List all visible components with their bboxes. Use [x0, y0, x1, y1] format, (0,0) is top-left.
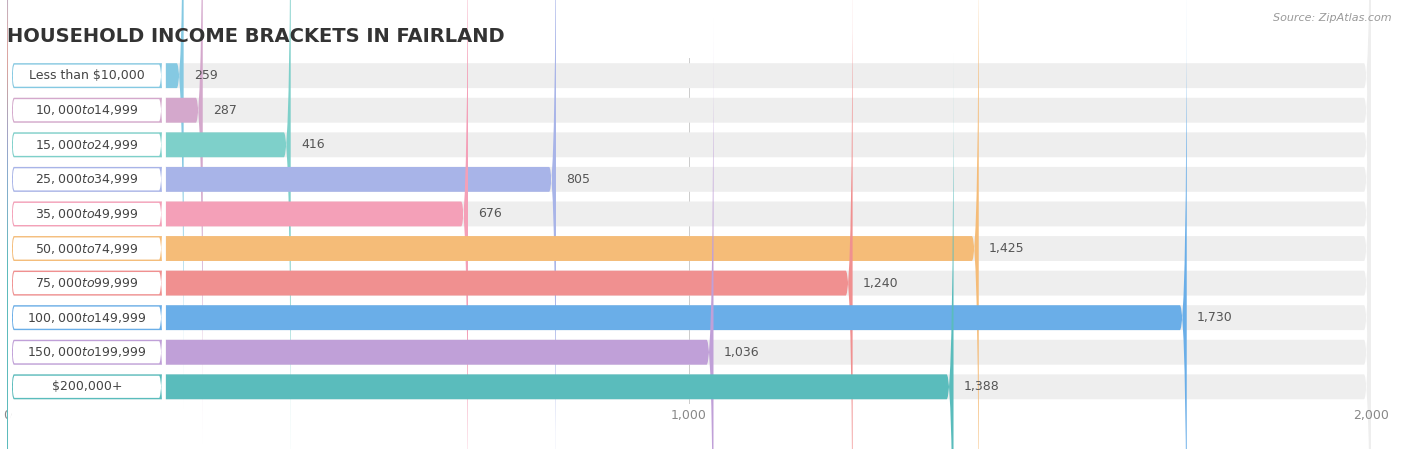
FancyBboxPatch shape	[8, 87, 166, 449]
Text: $75,000 to $99,999: $75,000 to $99,999	[35, 276, 139, 290]
FancyBboxPatch shape	[7, 19, 713, 449]
Text: Source: ZipAtlas.com: Source: ZipAtlas.com	[1274, 13, 1392, 23]
FancyBboxPatch shape	[7, 0, 184, 409]
FancyBboxPatch shape	[7, 0, 468, 449]
Text: 1,730: 1,730	[1197, 311, 1233, 324]
Text: $50,000 to $74,999: $50,000 to $74,999	[35, 242, 139, 255]
FancyBboxPatch shape	[7, 0, 1371, 449]
FancyBboxPatch shape	[8, 0, 166, 449]
FancyBboxPatch shape	[7, 0, 1371, 449]
FancyBboxPatch shape	[7, 0, 1371, 444]
FancyBboxPatch shape	[7, 19, 1371, 449]
FancyBboxPatch shape	[8, 0, 166, 445]
Text: 676: 676	[478, 207, 502, 220]
FancyBboxPatch shape	[7, 53, 953, 449]
FancyBboxPatch shape	[7, 0, 1371, 449]
Text: 1,425: 1,425	[988, 242, 1025, 255]
Text: $100,000 to $149,999: $100,000 to $149,999	[27, 311, 146, 325]
Text: 287: 287	[212, 104, 236, 117]
Text: $15,000 to $24,999: $15,000 to $24,999	[35, 138, 139, 152]
FancyBboxPatch shape	[7, 0, 1371, 449]
Text: $150,000 to $199,999: $150,000 to $199,999	[27, 345, 146, 359]
FancyBboxPatch shape	[8, 0, 166, 410]
Text: $200,000+: $200,000+	[52, 380, 122, 393]
FancyBboxPatch shape	[7, 53, 1371, 449]
FancyBboxPatch shape	[8, 18, 166, 449]
Text: $35,000 to $49,999: $35,000 to $49,999	[35, 207, 139, 221]
FancyBboxPatch shape	[7, 0, 1187, 449]
FancyBboxPatch shape	[7, 0, 979, 449]
Text: HOUSEHOLD INCOME BRACKETS IN FAIRLAND: HOUSEHOLD INCOME BRACKETS IN FAIRLAND	[7, 26, 505, 46]
FancyBboxPatch shape	[8, 0, 166, 449]
Text: 1,240: 1,240	[863, 277, 898, 290]
FancyBboxPatch shape	[7, 0, 555, 449]
FancyBboxPatch shape	[8, 0, 166, 449]
FancyBboxPatch shape	[7, 0, 1371, 449]
Text: 1,036: 1,036	[724, 346, 759, 359]
FancyBboxPatch shape	[7, 0, 1371, 409]
FancyBboxPatch shape	[8, 0, 166, 376]
Text: 259: 259	[194, 69, 218, 82]
FancyBboxPatch shape	[7, 0, 202, 444]
Text: $25,000 to $34,999: $25,000 to $34,999	[35, 172, 139, 186]
Text: Less than $10,000: Less than $10,000	[30, 69, 145, 82]
Text: $10,000 to $14,999: $10,000 to $14,999	[35, 103, 139, 117]
FancyBboxPatch shape	[8, 0, 166, 449]
FancyBboxPatch shape	[7, 0, 852, 449]
Text: 805: 805	[567, 173, 591, 186]
FancyBboxPatch shape	[8, 52, 166, 449]
FancyBboxPatch shape	[7, 0, 291, 449]
Text: 1,388: 1,388	[963, 380, 1000, 393]
Text: 416: 416	[301, 138, 325, 151]
FancyBboxPatch shape	[7, 0, 1371, 449]
